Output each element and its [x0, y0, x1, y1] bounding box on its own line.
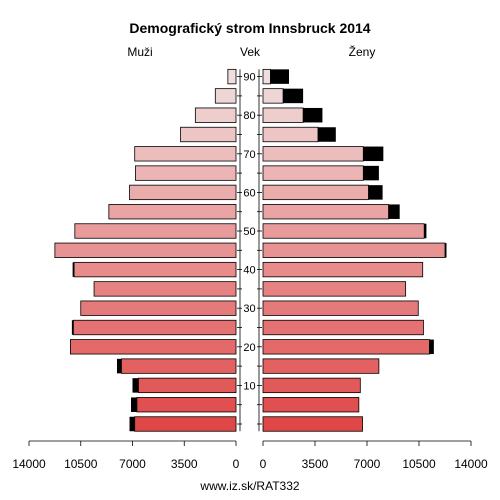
male-bar — [129, 184, 237, 201]
male-bar — [80, 300, 237, 316]
footer-source: www.iz.sk/RAT332 — [199, 479, 299, 493]
female-surplus-bar — [445, 243, 447, 258]
female-surplus-bar — [363, 165, 379, 181]
male-bar — [136, 397, 237, 413]
female-surplus-bar — [317, 127, 336, 142]
male-surplus-bar — [131, 397, 137, 412]
female-bar — [262, 107, 304, 123]
center-label: Vek — [240, 45, 261, 59]
female-surplus-bar — [303, 107, 323, 123]
male-bar — [74, 223, 237, 239]
right-label: Ženy — [349, 44, 376, 59]
male-bar — [73, 261, 237, 278]
male-bar — [121, 358, 237, 374]
female-bar — [262, 204, 389, 220]
x-tick-label-right: 0 — [260, 457, 267, 471]
male-surplus-bar — [72, 262, 75, 277]
female-surplus-bar — [283, 88, 304, 104]
age-tick-label: 50 — [243, 226, 255, 238]
male-surplus-bar — [129, 416, 135, 432]
x-tick-label-right: 3500 — [302, 457, 329, 471]
male-bar — [214, 88, 237, 104]
male-bar — [134, 146, 237, 162]
female-surplus-bar — [368, 185, 383, 200]
male-bar — [70, 339, 237, 355]
female-bar — [262, 184, 369, 201]
female-bar — [262, 126, 319, 143]
male-bar — [194, 107, 237, 123]
female-surplus-bar — [388, 204, 400, 219]
chart-title: Demografický strom Innsbruck 2014 — [129, 20, 370, 36]
female-bar — [262, 146, 364, 162]
male-surplus-bar — [132, 378, 139, 393]
female-bar — [262, 88, 284, 104]
male-bar — [93, 281, 237, 297]
x-tick-label-left: 3500 — [171, 457, 198, 471]
x-tick-label-right: 14000 — [454, 457, 488, 471]
age-tick-label: 40 — [243, 265, 255, 277]
female-bar — [262, 261, 424, 278]
age-axis: 10 20 30 40 50 60 70 80 90 — [237, 69, 262, 432]
male-bar — [108, 204, 237, 220]
x-tick-label-left: 0 — [233, 457, 240, 471]
female-bar — [262, 397, 360, 413]
male-bar — [138, 377, 237, 394]
female-bar — [262, 319, 424, 336]
female-bar — [262, 358, 380, 374]
female-bar — [262, 242, 446, 258]
age-tick-label: 60 — [243, 187, 255, 199]
female-bar — [262, 281, 407, 297]
left-label: Muži — [127, 45, 152, 59]
male-bar — [72, 319, 237, 336]
female-bar — [262, 339, 430, 355]
age-tick-label: 30 — [243, 303, 255, 315]
female-bars — [262, 68, 447, 432]
female-surplus-bar — [429, 339, 434, 355]
x-tick-label-right: 7000 — [354, 457, 381, 471]
female-bar — [262, 68, 271, 85]
x-tick-label-right: 10500 — [402, 457, 436, 471]
x-tick-label-left: 10500 — [64, 457, 98, 471]
age-tick-label: 90 — [243, 72, 255, 84]
x-tick-label-left: 7000 — [119, 457, 146, 471]
male-bar — [180, 126, 237, 143]
male-bar — [134, 416, 237, 432]
x-tick-label-left: 14000 — [12, 457, 46, 471]
male-surplus-bar — [71, 320, 74, 335]
male-surplus-bar — [116, 358, 122, 374]
female-surplus-bar — [424, 223, 427, 239]
female-bar — [262, 223, 425, 239]
female-bar — [262, 300, 419, 316]
male-bars — [54, 68, 237, 432]
female-bar — [262, 165, 364, 181]
female-surplus-bar — [363, 146, 384, 162]
age-tick-label: 70 — [243, 149, 255, 161]
female-surplus-bar — [270, 69, 289, 84]
male-bar — [54, 242, 237, 258]
x-axis: 14000 10500 7000 3500 0 0 3500 7000 10500 14000 — [12, 440, 488, 471]
age-tick-label: 80 — [243, 110, 255, 122]
male-bar — [227, 68, 237, 85]
female-bar — [262, 377, 361, 394]
age-tick-label: 10 — [243, 380, 255, 392]
age-tick-label: 20 — [243, 342, 255, 354]
male-bar — [135, 165, 237, 181]
female-bar — [262, 416, 363, 432]
